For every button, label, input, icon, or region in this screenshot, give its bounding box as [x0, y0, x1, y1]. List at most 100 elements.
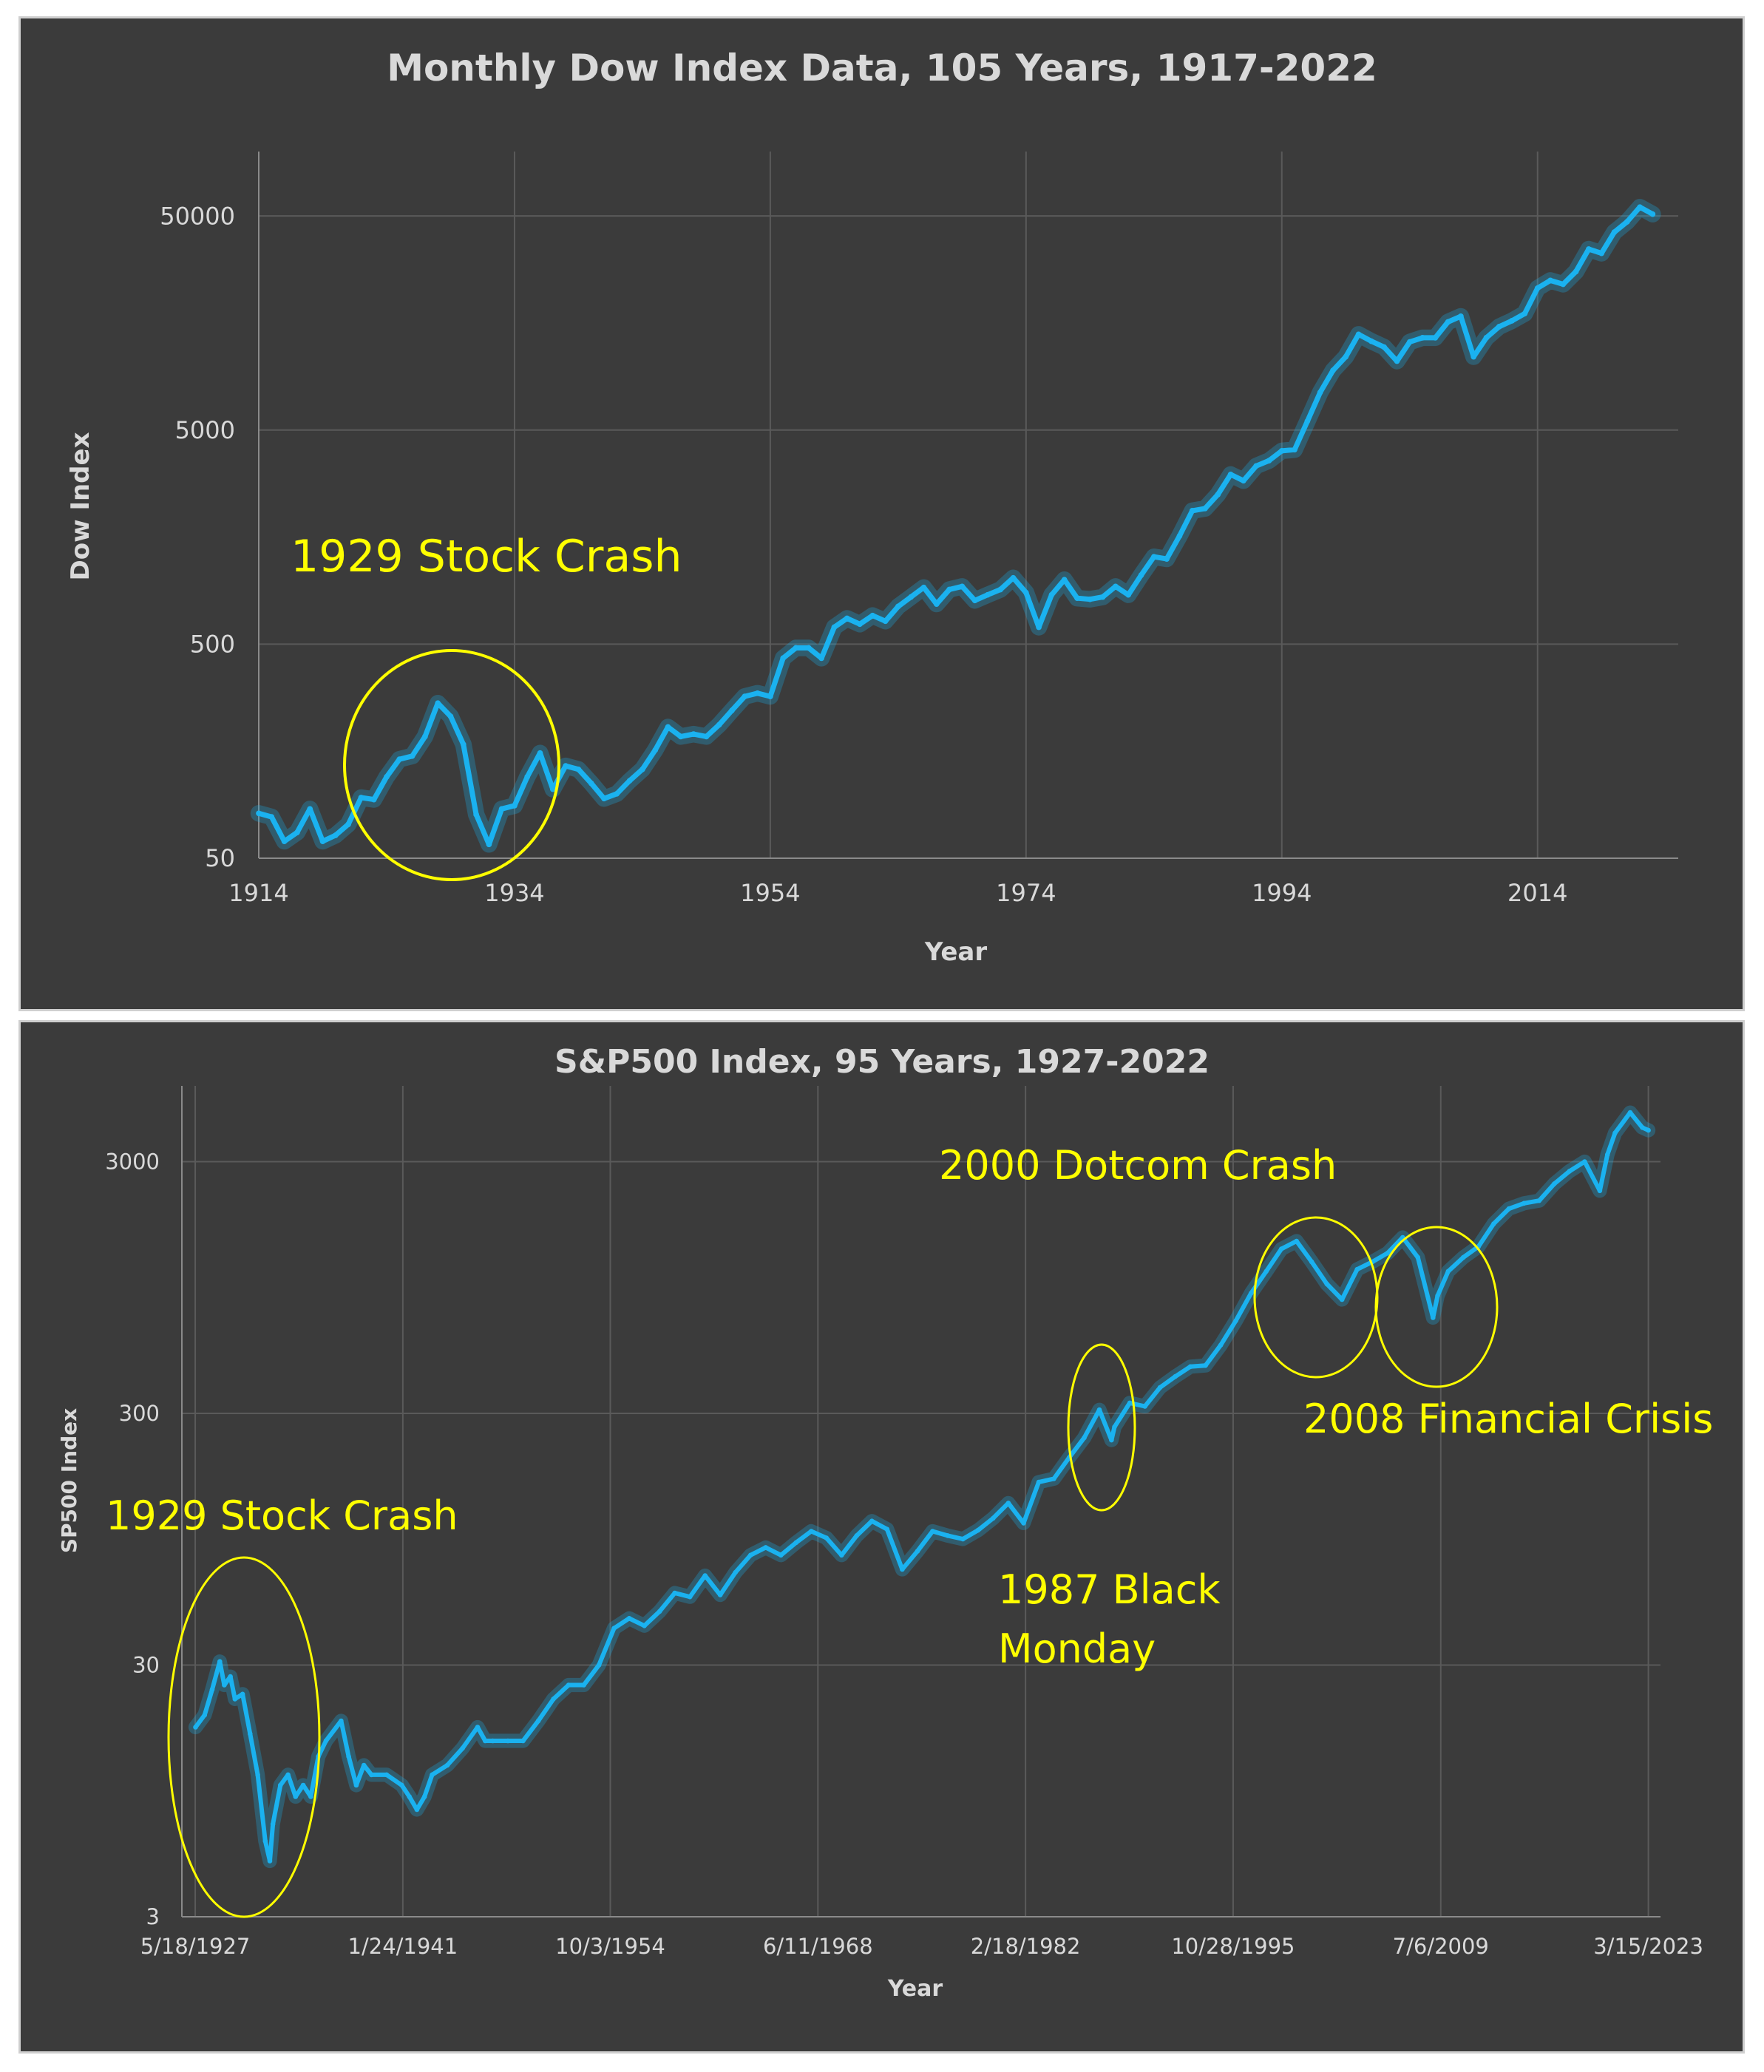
data-point	[933, 601, 940, 607]
data-point	[1096, 1407, 1102, 1413]
data-point	[1202, 506, 1208, 512]
data-point	[1534, 285, 1541, 291]
data-point	[1640, 1125, 1645, 1130]
data-point	[407, 1794, 412, 1799]
data-point	[1304, 418, 1311, 424]
black-monday-1987-ellipse	[1067, 1343, 1136, 1512]
x-tick-label: 3/15/2023	[1593, 1934, 1703, 1959]
data-point	[1109, 1437, 1114, 1443]
data-point	[1142, 1404, 1147, 1409]
data-point	[422, 733, 428, 740]
data-point	[1233, 1318, 1238, 1323]
data-point	[399, 1782, 404, 1788]
data-point	[319, 838, 326, 844]
data-point	[1522, 310, 1528, 317]
data-point	[520, 1738, 526, 1744]
data-point	[915, 1549, 920, 1554]
data-point	[278, 1782, 283, 1788]
data-point	[657, 1609, 662, 1614]
data-point	[588, 780, 594, 787]
data-point	[1445, 1268, 1451, 1274]
data-point	[831, 624, 838, 631]
data-point	[430, 1772, 435, 1778]
x-tick-label: 5/18/1927	[140, 1934, 251, 1959]
x-tick-label: 1914	[228, 879, 288, 907]
data-point	[222, 1682, 227, 1688]
y-tick-label: 5000	[175, 416, 235, 444]
data-point	[1317, 389, 1323, 395]
data-point	[202, 1712, 208, 1718]
data-point	[209, 1687, 215, 1692]
data-point	[1082, 1435, 1087, 1441]
series-line	[193, 1110, 1651, 1864]
data-point	[1470, 353, 1477, 360]
data-point	[1496, 324, 1502, 330]
data-point	[384, 774, 390, 780]
data-point	[1343, 353, 1349, 360]
data-point	[702, 1573, 708, 1578]
data-point	[778, 1552, 784, 1558]
data-point	[626, 1616, 632, 1621]
dow-chart-panel: Monthly Dow Index Data, 105 Years, 1917-…	[18, 16, 1745, 1011]
data-point	[642, 1623, 647, 1628]
data-point	[596, 1662, 602, 1668]
data-point	[535, 1718, 541, 1724]
x-axis-label: Year	[887, 1976, 943, 2002]
data-point	[1381, 344, 1388, 350]
data-point	[1324, 1281, 1329, 1287]
data-point	[281, 838, 288, 844]
data-point	[601, 795, 607, 802]
data-point	[1036, 1479, 1042, 1485]
data-point	[396, 756, 403, 762]
data-point	[444, 1762, 450, 1768]
data-point	[1406, 339, 1413, 345]
data-point	[895, 603, 901, 610]
data-point	[687, 1594, 693, 1600]
data-point	[384, 1772, 390, 1778]
data-point	[1112, 1424, 1117, 1430]
data-point	[524, 774, 531, 780]
data-point	[1597, 1188, 1603, 1194]
data-point	[971, 597, 978, 604]
y-tick-label: 300	[119, 1401, 160, 1426]
y-tick-label: 50	[205, 844, 235, 872]
data-point	[421, 1794, 427, 1799]
data-point	[1547, 277, 1553, 284]
series-glow	[250, 199, 1661, 853]
data-point	[262, 1838, 268, 1844]
data-point	[844, 615, 850, 622]
data-point	[854, 1533, 860, 1538]
x-tick-label: 2/18/1982	[971, 1934, 1081, 1959]
data-point	[1582, 1159, 1587, 1164]
data-point	[1099, 594, 1106, 600]
y-tick-label: 500	[190, 631, 235, 659]
data-point	[1458, 313, 1464, 319]
data-point	[575, 766, 582, 772]
data-point	[1189, 508, 1195, 514]
data-point	[1138, 572, 1144, 578]
data-point	[1415, 1254, 1421, 1260]
data-point	[626, 778, 633, 784]
data-point	[1074, 595, 1080, 602]
data-point	[729, 707, 735, 713]
data-point	[1355, 331, 1362, 338]
data-point	[1649, 211, 1656, 217]
data-point	[640, 766, 645, 772]
data-point	[293, 1794, 299, 1799]
data-point	[1506, 1206, 1512, 1212]
x-tick-label: 6/11/1968	[763, 1934, 873, 1959]
data-point	[240, 1691, 245, 1697]
annotation-2008-financial-crisis: 2008 Financial Crisis	[1303, 1396, 1713, 1442]
data-point	[1385, 1250, 1391, 1256]
data-point	[232, 1696, 238, 1702]
data-point	[1624, 219, 1630, 225]
crash-1929-ellipse	[167, 1556, 321, 1918]
data-point	[1218, 1342, 1224, 1348]
data-point	[1522, 1200, 1527, 1206]
data-point	[1598, 250, 1605, 257]
y-tick-label: 3	[146, 1904, 160, 1929]
data-point	[339, 1718, 344, 1724]
data-point	[1368, 338, 1374, 344]
data-point	[611, 1626, 617, 1631]
x-tick-label: 1994	[1252, 879, 1312, 907]
